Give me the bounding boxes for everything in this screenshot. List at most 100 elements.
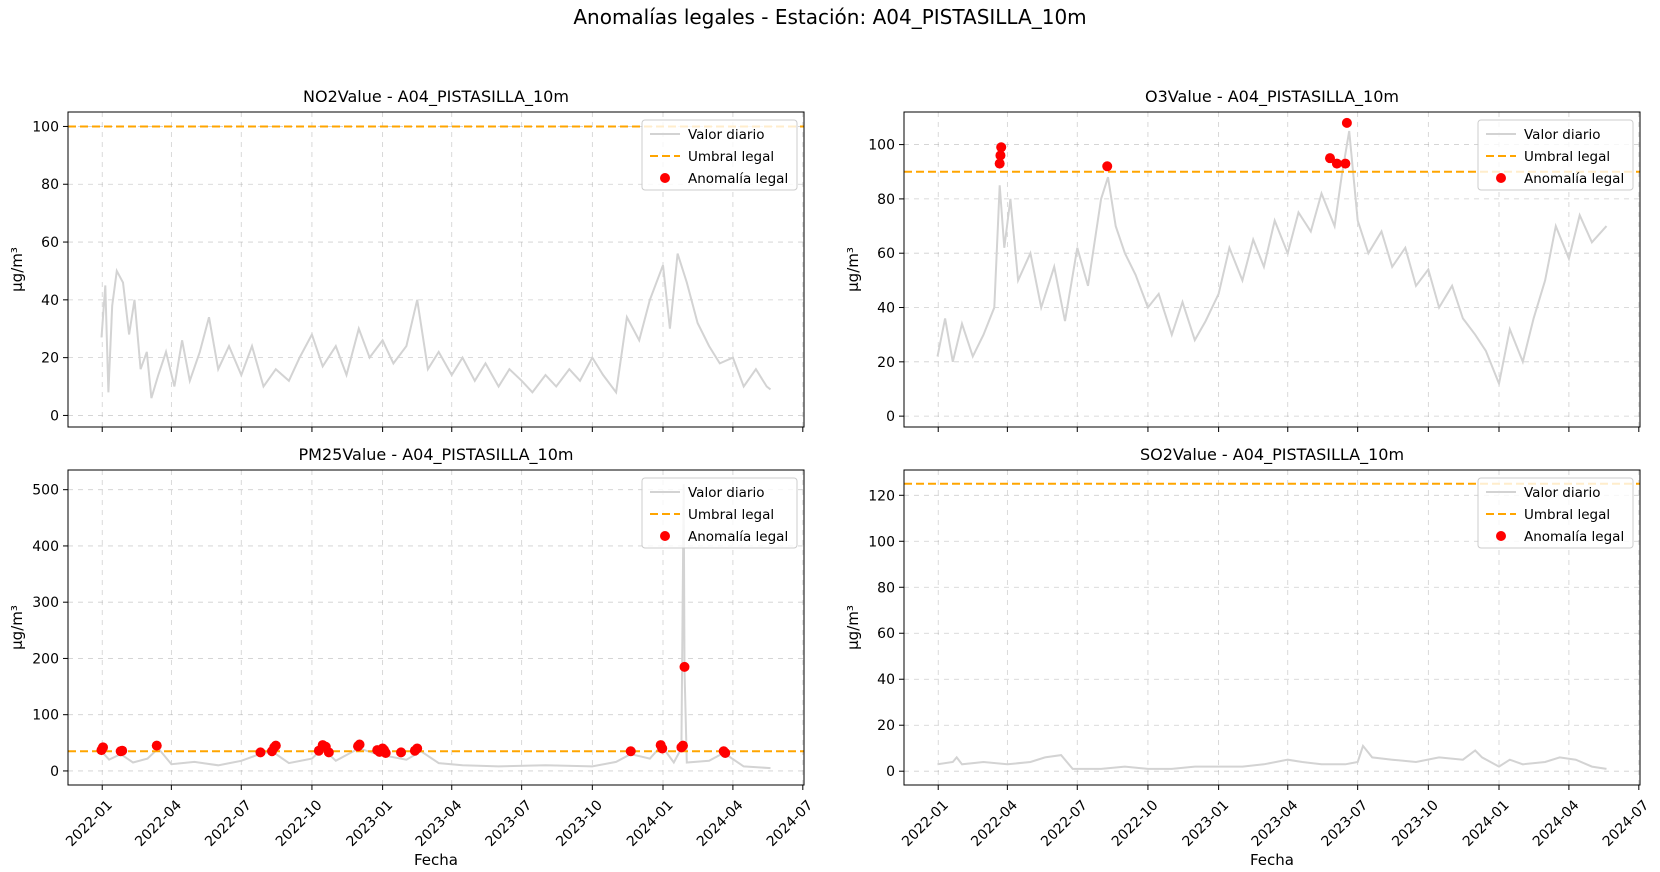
anomaly-point [994, 158, 1005, 169]
y-tick-label: 100 [32, 708, 59, 724]
daily-value-line [100, 484, 771, 770]
y-tick-label: 20 [41, 351, 59, 367]
chart-panel-3: 0 20 40 60 80 100 120 2022-01 2022-04 2022-07 2022… [844, 445, 1652, 869]
y-tick-label: 40 [877, 301, 895, 317]
x-tick-label: 2022-01 [63, 797, 116, 850]
legend-box [641, 119, 798, 191]
anomaly-point [679, 661, 690, 672]
anomaly-point [380, 747, 391, 758]
y-axis-label: µg/m³ [844, 247, 862, 292]
y-axis-label: µg/m³ [8, 605, 26, 650]
x-tick-label: 2024-01 [1460, 797, 1513, 850]
chart-title: O3Value - A04_PISTASILLA_10m [1145, 87, 1399, 107]
chart-title: SO2Value - A04_PISTASILLA_10m [1140, 445, 1404, 465]
x-tick-label: 2023-01 [344, 797, 397, 850]
anomaly-point [1331, 158, 1342, 169]
x-tick-label: 2023-07 [1319, 797, 1372, 850]
x-tick-label: 2024-01 [624, 797, 677, 850]
legend-label-daily: Valor diario [688, 127, 764, 143]
axes-frame [903, 111, 1641, 428]
legend-label-anomaly: Anomalía legal [1524, 529, 1624, 545]
x-tick-label: 2022-07 [1038, 797, 1091, 850]
y-tick-label: 0 [50, 408, 59, 424]
y-tick-label: 0 [50, 764, 59, 780]
chart-title: PM25Value - A04_PISTASILLA_10m [299, 445, 574, 465]
y-tick-label: 300 [32, 595, 59, 611]
y-tick-label: 0 [886, 409, 895, 425]
chart-panel-2: 0 100 200 300 400 500 2022-01 2022-04 2022-07 202… [8, 445, 816, 869]
y-tick-label: 60 [877, 246, 895, 262]
y-tick-label: 100 [32, 119, 59, 135]
x-tick-label: 2024-07 [1600, 797, 1653, 850]
daily-value-line [937, 743, 1607, 770]
x-tick-label: 2023-07 [483, 797, 536, 850]
anomaly-point [412, 743, 423, 754]
legend: Valor diario Umbral legal Anomalía legal [641, 119, 798, 191]
y-tick-label: 80 [877, 580, 895, 596]
x-tick-label: 2023-04 [1249, 797, 1302, 850]
y-tick-label: 0 [886, 764, 895, 780]
anomaly-point [151, 740, 162, 751]
legend-box [1477, 477, 1634, 549]
x-tick-label: 2022-07 [202, 797, 255, 850]
legend-label-daily: Valor diario [1524, 485, 1600, 501]
legend-label-daily: Valor diario [1524, 127, 1600, 143]
x-tick-label: 2024-04 [694, 797, 747, 850]
chart-panel-1: 0 20 40 60 80 100 O3Value - A04_PISTASILLA_10m… [844, 87, 1641, 432]
legend-box [641, 477, 798, 549]
y-tick-label: 400 [32, 539, 59, 555]
legend-label-daily: Valor diario [688, 485, 764, 501]
y-tick-label: 60 [877, 626, 895, 642]
anomaly-point [625, 746, 636, 757]
anomaly-point [995, 150, 1006, 161]
legend-swatch-anomaly [1496, 173, 1506, 183]
y-axis-label: µg/m³ [844, 605, 862, 650]
axes-frame [67, 469, 805, 786]
anomaly-point [657, 743, 668, 754]
legend-label-anomaly: Anomalía legal [1524, 171, 1624, 187]
x-tick-label: 2023-04 [413, 797, 466, 850]
anomaly-point [677, 740, 688, 751]
anomaly-point [996, 142, 1007, 153]
legend-label-threshold: Umbral legal [688, 149, 774, 165]
legend: Valor diario Umbral legal Anomalía legal [641, 477, 798, 549]
y-tick-label: 120 [868, 488, 895, 504]
axes-frame [903, 469, 1641, 786]
legend-label-threshold: Umbral legal [688, 507, 774, 523]
anomaly-point [117, 745, 128, 756]
x-tick-label: 2024-07 [764, 797, 817, 850]
x-tick-label: 2023-10 [1389, 797, 1442, 850]
y-tick-label: 40 [877, 672, 895, 688]
x-axis-label: Fecha [414, 851, 458, 869]
y-tick-label: 100 [868, 534, 895, 550]
anomaly-point [1340, 158, 1351, 169]
x-tick-label: 2022-01 [899, 797, 952, 850]
legend-label-threshold: Umbral legal [1524, 507, 1610, 523]
daily-value-line [936, 130, 1608, 388]
y-axis-label: µg/m³ [8, 247, 26, 292]
anomaly-point [323, 747, 334, 758]
legend: Valor diario Umbral legal Anomalía legal [1477, 119, 1634, 191]
x-tick-label: 2022-04 [968, 797, 1021, 850]
legend-swatch-anomaly [660, 531, 670, 541]
legend-swatch-anomaly [1496, 531, 1506, 541]
y-tick-label: 80 [877, 192, 895, 208]
y-tick-label: 200 [32, 651, 59, 667]
anomaly-point [1341, 117, 1352, 128]
legend: Valor diario Umbral legal Anomalía legal [1477, 477, 1634, 549]
x-tick-label: 2022-04 [132, 797, 185, 850]
anomaly-point [255, 747, 266, 758]
legend-swatch-anomaly [660, 173, 670, 183]
chart-panel-0: 0 20 40 60 80 100 NO2Value - A04_PISTASILLA_10… [8, 87, 805, 432]
x-axis-label: Fecha [1250, 851, 1294, 869]
legend-box [1477, 119, 1634, 191]
legend-label-anomaly: Anomalía legal [688, 171, 788, 187]
anomaly-point [97, 742, 108, 753]
y-tick-label: 100 [868, 138, 895, 154]
y-tick-label: 60 [41, 235, 59, 251]
axes-frame [67, 111, 805, 428]
y-tick-label: 40 [41, 293, 59, 309]
chart-title: NO2Value - A04_PISTASILLA_10m [303, 87, 569, 107]
y-tick-label: 80 [41, 177, 59, 193]
